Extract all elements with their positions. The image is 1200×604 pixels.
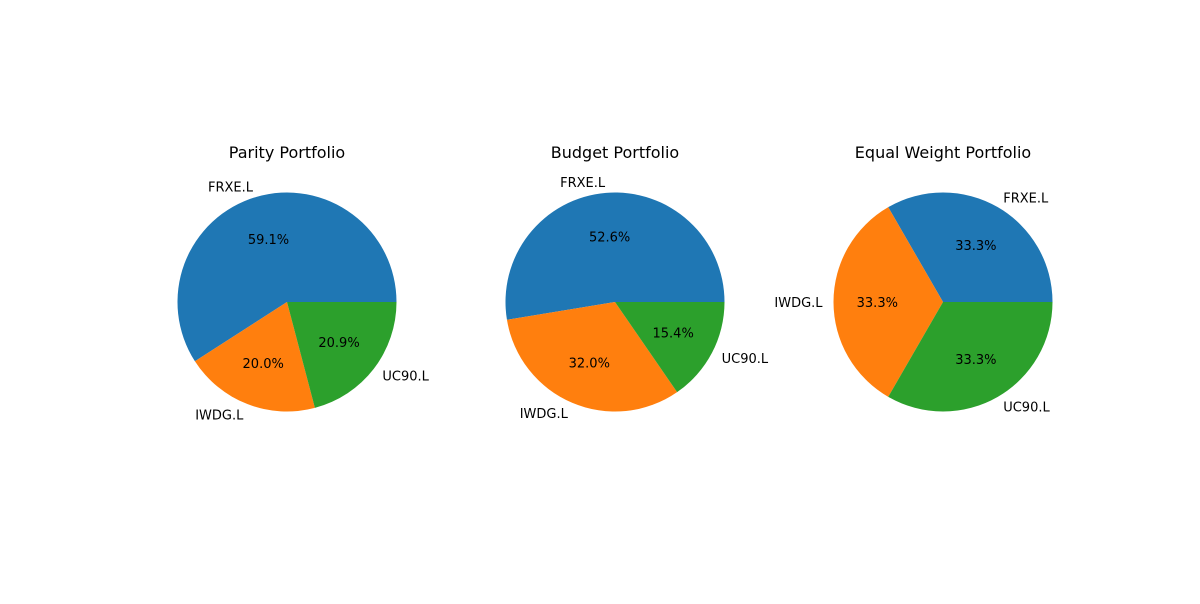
pie-chart-2: Budget Portfolio FRXE.L 52.6% IWDG.L 32.0% UC… [505,143,769,422]
slice-label: UC90.L [1003,400,1050,415]
slice-percentage-label: 33.3% [955,353,996,368]
pie-slice-uc90-l [615,302,725,393]
chart-title: Equal Weight Portfolio [855,143,1031,162]
slice-percentage-label: 33.3% [857,296,898,311]
pie-slice-iwdg-l [194,302,315,412]
pie-chart-3: Equal Weight Portfolio FRXE.L 33.3% IWDG.L 3… [774,143,1053,415]
slice-label: UC90.L [722,352,769,367]
slice-label: FRXE.L [208,180,254,195]
chart-title: Budget Portfolio [551,143,679,162]
slice-percentage-label: 20.9% [318,336,359,351]
chart-title: Parity Portfolio [229,143,345,162]
pie-slice-uc90-l [287,302,397,408]
pie-slice-uc90-l [888,302,1053,412]
slice-label: IWDG.L [195,408,244,423]
slice-label: FRXE.L [1003,192,1049,207]
slice-percentage-label: 52.6% [589,231,630,246]
pie-slice-iwdg-l [833,207,943,397]
slice-label: UC90.L [382,370,429,385]
slice-label: IWDG.L [774,296,823,311]
slice-percentage-label: 32.0% [569,356,610,371]
slice-label: FRXE.L [560,176,606,191]
slice-percentage-label: 59.1% [248,233,289,248]
pie-slice-frxe-l [888,192,1053,302]
pie-chart-1: Parity Portfolio FRXE.L 59.1% IWDG.L 20.0% UC… [177,143,430,423]
slice-percentage-label: 15.4% [653,327,694,342]
slice-label: IWDG.L [520,407,569,422]
pie-slice-frxe-l [505,192,725,320]
pie-slice-frxe-l [177,192,397,362]
pie-slice-iwdg-l [506,302,678,412]
slice-percentage-label: 33.3% [955,239,996,254]
slice-percentage-label: 20.0% [243,357,284,372]
